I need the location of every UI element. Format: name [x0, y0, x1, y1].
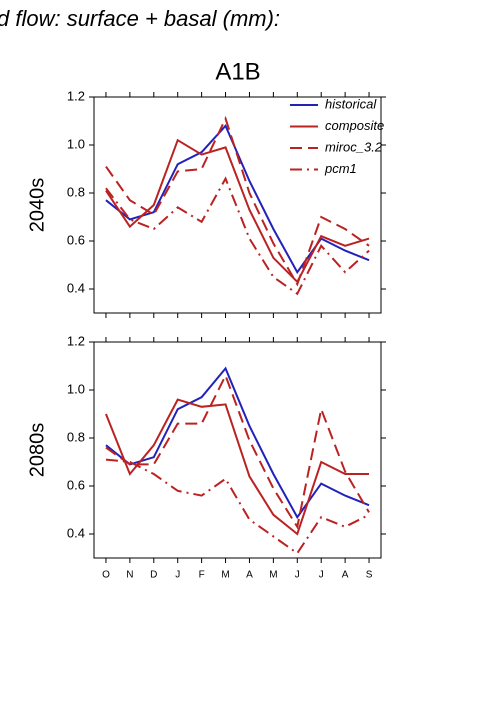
chart-title: d flow: surface + basal (mm): — [0, 6, 280, 31]
y-tick-label: 0.4 — [67, 280, 85, 295]
legend-label: miroc_3.2 — [325, 139, 383, 154]
y-tick-label: 0.8 — [67, 429, 85, 444]
x-tick-label: A — [246, 570, 253, 581]
x-tick-label: M — [269, 570, 277, 581]
y-tick-label: 0.6 — [67, 232, 85, 247]
x-tick-label: J — [295, 570, 300, 581]
x-tick-label: M — [221, 570, 229, 581]
y-tick-label: 1.0 — [67, 381, 85, 396]
series-line — [105, 138, 370, 284]
series-line — [105, 458, 370, 555]
series-line — [105, 176, 370, 296]
series-line — [105, 398, 370, 536]
legend-label: composite — [325, 118, 384, 133]
y-axis-label: 2040s — [26, 178, 48, 233]
plot-frame — [93, 96, 382, 314]
x-tick-label: J — [319, 570, 324, 581]
x-tick-label: F — [199, 570, 205, 581]
y-tick-label: 0.6 — [67, 477, 85, 492]
x-tick-label: S — [366, 570, 373, 581]
y-axis-label: 2080s — [26, 423, 48, 478]
y-tick-label: 1.2 — [67, 333, 85, 348]
legend-label: pcm1 — [324, 161, 357, 176]
x-tick-label: D — [150, 570, 157, 581]
series-line — [105, 373, 370, 530]
y-tick-label: 1.0 — [67, 136, 85, 151]
chart-subtitle: A1B — [215, 58, 260, 85]
x-tick-label: J — [175, 570, 180, 581]
y-tick-label: 0.4 — [67, 525, 85, 540]
x-tick-label: N — [126, 570, 133, 581]
legend-label: historical — [325, 96, 377, 111]
x-tick-label: A — [342, 570, 349, 581]
y-tick-label: 1.2 — [67, 88, 85, 103]
series-line — [105, 366, 370, 520]
series-line — [105, 115, 370, 287]
plot-frame — [93, 341, 382, 559]
x-tick-label: O — [102, 570, 110, 581]
y-tick-label: 0.8 — [67, 184, 85, 199]
